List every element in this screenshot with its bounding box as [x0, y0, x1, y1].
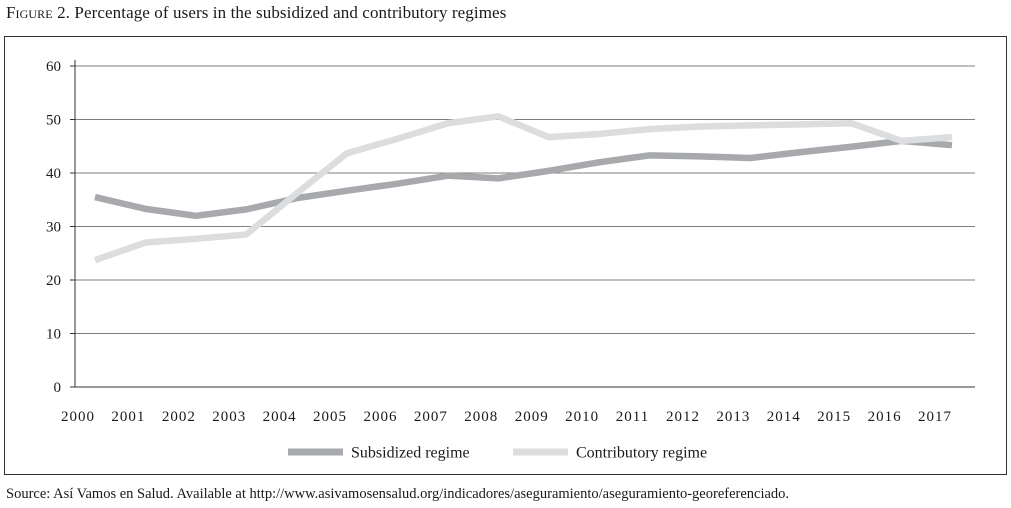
y-tick-label: 20: [46, 273, 61, 289]
x-tick-label: 2009: [515, 409, 549, 425]
y-tick-label: 50: [46, 113, 61, 129]
series-lines: [93, 113, 953, 264]
source-note: Source: Así Vamos en Salud. Available at…: [6, 486, 790, 502]
axes: [70, 60, 975, 388]
y-tick-label: 30: [46, 220, 61, 236]
figure-label: Figure: [6, 3, 53, 22]
x-tick-label: 2008: [464, 409, 498, 425]
legend-label: Subsidized regime: [351, 445, 470, 462]
y-tick-label: 0: [54, 380, 62, 396]
x-tick-label: 2011: [616, 409, 649, 425]
legend: Subsidized regime Contributory regime: [288, 445, 707, 462]
x-tick-label: 2004: [263, 409, 297, 425]
x-tick-label: 2003: [212, 409, 246, 425]
x-tick-label: 2002: [162, 409, 196, 425]
y-tick-labels: 0 10 20 30 40 50 60: [46, 59, 61, 396]
y-tick-label: 10: [46, 327, 61, 343]
x-tick-label: 2006: [363, 409, 397, 425]
y-tick-label: 60: [46, 59, 61, 75]
x-tick-label: 2017: [918, 409, 952, 425]
x-tick-label: 2010: [565, 409, 599, 425]
chart-frame: 0 10 20 30 40 50 60 2000 2001 2002 2003 2004 2005 20…: [4, 36, 1007, 475]
x-tick-label: 2012: [666, 409, 700, 425]
x-tick-label: 2000: [61, 409, 95, 425]
figure-number: 2.: [57, 3, 71, 22]
x-tick-label: 2005: [313, 409, 347, 425]
y-tick-label: 40: [46, 166, 61, 182]
x-tick-label: 2014: [767, 409, 801, 425]
series-line-subsidized-regime: [94, 137, 953, 220]
x-tick-label: 2001: [111, 409, 145, 425]
figure-caption: Figure 2. Percentage of users in the sub…: [6, 3, 506, 23]
x-tick-label: 2007: [414, 409, 448, 425]
x-tick-labels: 2000 2001 2002 2003 2004 2005 2006 2007 2008 2009…: [61, 409, 952, 425]
x-tick-label: 2015: [817, 409, 851, 425]
x-tick-label: 2013: [716, 409, 750, 425]
legend-label: Contributory regime: [576, 445, 707, 462]
series-line-contributory-regime: [93, 113, 953, 264]
x-tick-label: 2016: [868, 409, 902, 425]
figure-title: Percentage of users in the subsidized an…: [74, 3, 507, 22]
grid-lines: [75, 65, 975, 334]
